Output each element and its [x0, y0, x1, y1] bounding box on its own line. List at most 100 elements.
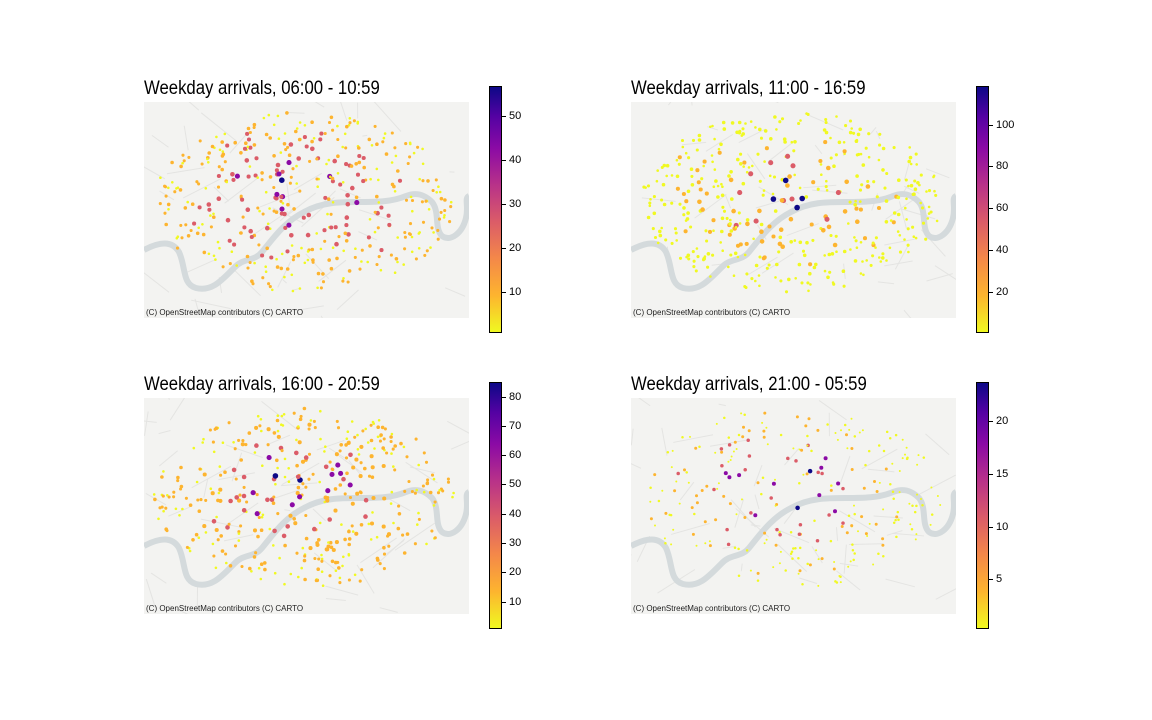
- station-dot: [224, 552, 228, 556]
- station-dot: [714, 451, 717, 454]
- station-dot: [206, 157, 209, 161]
- station-dot: [246, 145, 250, 149]
- station-dot: [815, 538, 820, 543]
- station-dot: [165, 529, 169, 533]
- station-dot: [750, 277, 754, 281]
- station-dot: [354, 195, 359, 200]
- basemap[interactable]: (C) OpenStreetMap contributors (C) CARTO: [144, 102, 469, 318]
- station-dot: [881, 168, 885, 172]
- station-dot: [927, 205, 931, 209]
- station-dot: [891, 490, 895, 493]
- basemap[interactable]: (C) OpenStreetMap contributors (C) CARTO: [144, 398, 469, 614]
- station-dot: [751, 164, 754, 168]
- station-dot: [158, 506, 162, 510]
- road-line: [316, 439, 345, 451]
- station-dot: [729, 229, 734, 233]
- station-dot: [171, 181, 174, 184]
- station-dot: [296, 156, 301, 161]
- station-dot: [720, 464, 724, 468]
- station-dot: [668, 513, 671, 517]
- station-dot: [448, 220, 452, 224]
- station-dot: [225, 180, 228, 184]
- station-dot: [377, 201, 381, 204]
- road-line: [293, 172, 323, 191]
- station-dot: [417, 511, 420, 515]
- basemap[interactable]: (C) OpenStreetMap contributors (C) CARTO: [631, 398, 956, 614]
- station-dot: [852, 558, 855, 562]
- road-line: [843, 544, 847, 574]
- station-dot: [276, 429, 280, 433]
- station-dot: [267, 282, 271, 286]
- station-dot: [256, 414, 260, 418]
- station-dot: [276, 512, 280, 516]
- station-dot: [806, 562, 809, 566]
- station-dot: [256, 176, 259, 179]
- station-dot: [689, 167, 694, 171]
- station-dot: [256, 206, 260, 210]
- station-dot: [820, 557, 824, 561]
- station-dot: [189, 228, 193, 233]
- station-dot: [338, 182, 343, 187]
- station-dot: [218, 246, 221, 250]
- station-dot: [289, 175, 293, 179]
- station-dot: [712, 487, 716, 492]
- station-dot: [298, 417, 303, 422]
- station-dot: [919, 173, 923, 177]
- station-dot: [847, 222, 850, 225]
- road-line: [900, 208, 936, 220]
- station-dot: [310, 247, 315, 252]
- station-dot: [439, 196, 444, 201]
- station-dot: [195, 480, 199, 484]
- station-dot: [864, 463, 867, 467]
- road-line: [409, 466, 435, 474]
- station-dot: [743, 413, 746, 417]
- station-dot: [664, 542, 667, 545]
- station-dot: [381, 140, 385, 144]
- station-dot: [797, 572, 800, 575]
- station-dot: [274, 210, 279, 214]
- station-dot: [681, 145, 685, 149]
- station-dot: [178, 514, 181, 517]
- station-dot: [437, 217, 442, 221]
- station-dot: [930, 513, 934, 516]
- station-dot: [804, 195, 809, 199]
- station-dot: [689, 225, 693, 229]
- station-dot: [164, 222, 168, 227]
- station-dot: [826, 275, 830, 280]
- basemap[interactable]: (C) OpenStreetMap contributors (C) CARTO: [631, 102, 956, 318]
- colorbar-tick: 50: [502, 478, 521, 490]
- station-dot: [377, 255, 381, 259]
- station-dot: [877, 552, 880, 556]
- station-dot: [367, 522, 371, 526]
- station-dot: [334, 560, 338, 565]
- station-dot: [706, 265, 710, 269]
- station-dot: [218, 498, 223, 503]
- station-dot: [178, 188, 183, 192]
- road-line: [218, 472, 255, 481]
- station-dot: [717, 482, 720, 485]
- station-dot: [332, 158, 337, 164]
- station-dot: [167, 208, 170, 211]
- road-line: [336, 289, 359, 311]
- station-dot: [794, 277, 797, 280]
- station-dot: [716, 487, 719, 490]
- station-dot: [261, 464, 264, 467]
- station-dot: [743, 468, 747, 472]
- station-dot: [909, 162, 913, 166]
- station-dot: [333, 225, 338, 230]
- station-dot: [888, 436, 892, 440]
- station-dot: [881, 252, 885, 256]
- road-line: [168, 605, 189, 614]
- station-dot: [283, 275, 286, 279]
- station-dot: [652, 195, 656, 199]
- station-dot: [323, 131, 327, 136]
- station-dot: [173, 190, 177, 194]
- station-dot: [742, 425, 745, 429]
- station-dot: [797, 121, 801, 126]
- station-dot: [338, 470, 344, 476]
- station-dot: [302, 558, 307, 563]
- station-dot: [377, 419, 381, 422]
- station-dot: [399, 441, 403, 446]
- station-dot: [753, 513, 758, 518]
- station-dot: [696, 255, 700, 259]
